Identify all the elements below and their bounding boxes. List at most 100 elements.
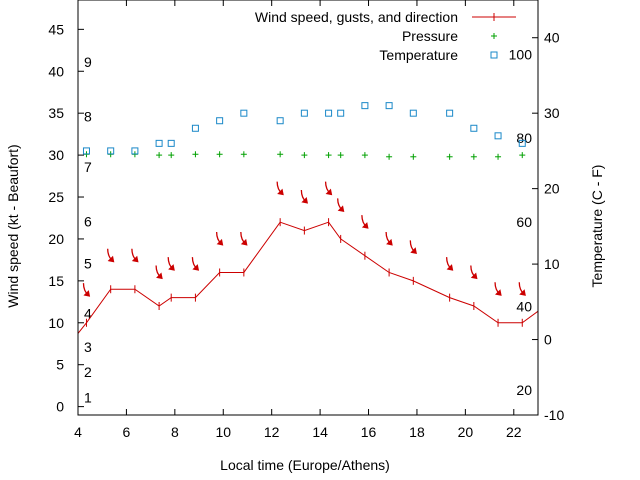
temperature-point — [240, 109, 248, 117]
beaufort-label: 9 — [84, 54, 92, 70]
pressure-point — [495, 153, 502, 160]
x-tick-label: 10 — [215, 424, 231, 440]
wind-direction-arrow — [361, 215, 369, 229]
temperature-point — [300, 109, 308, 117]
beaufort-label: 2 — [84, 364, 92, 380]
wind-direction-arrow — [191, 257, 200, 271]
pressure-point — [325, 152, 332, 159]
legend-label: Pressure — [402, 28, 458, 44]
wind-direction-arrow — [82, 283, 91, 297]
x-axis-title: Local time (Europe/Athens) — [220, 457, 390, 473]
temperature-point — [276, 117, 284, 125]
y-tick-label: 40 — [48, 63, 64, 79]
temperature-point — [155, 139, 163, 147]
beaufort-label: 4 — [84, 306, 92, 322]
temperature-point — [494, 132, 502, 140]
y2-tick-label: 10 — [544, 256, 560, 272]
legend-swatch-marker — [491, 33, 497, 39]
wind-direction-arrow — [445, 257, 454, 271]
legend-label: Temperature — [379, 47, 458, 63]
temperature-point — [470, 124, 478, 132]
y-tick-label: 30 — [48, 147, 64, 163]
y-tick-label: 20 — [48, 231, 64, 247]
y-tick-label: 45 — [48, 21, 64, 37]
x-tick-label: 12 — [264, 424, 280, 440]
temperature-point — [337, 109, 345, 117]
pressure-point — [156, 152, 163, 159]
pressure-point — [361, 152, 368, 159]
y-tick-label: 15 — [48, 273, 64, 289]
fahrenheit-labels: 20 40 60 80 100 — [509, 46, 533, 398]
beaufort-label: 5 — [84, 255, 92, 271]
wind-direction-arrow — [470, 265, 478, 280]
series-layer — [78, 102, 538, 335]
x-tick-label: 16 — [361, 424, 377, 440]
x-tick-label: 8 — [171, 424, 179, 440]
wind-direction-arrow — [215, 231, 224, 246]
y2-tick-label: 20 — [544, 181, 560, 197]
temperature-point — [131, 147, 139, 155]
wind-direction-arrow — [300, 190, 309, 204]
y-axis-title: Wind speed (kt - Beaufort) — [5, 144, 21, 307]
x-tick-label: 18 — [409, 424, 425, 440]
y-tick-label: 10 — [48, 315, 64, 331]
wind-direction-arrow — [131, 248, 139, 263]
y-tick-label: 0 — [56, 399, 64, 415]
y-tick-label: 25 — [48, 189, 64, 205]
x-tick-label: 6 — [123, 424, 131, 440]
wind-direction-arrow — [324, 181, 333, 196]
y2-tick-label: -10 — [544, 407, 564, 423]
temperature-point — [167, 139, 175, 147]
plot-border — [77, 0, 539, 416]
pressure-point — [277, 151, 284, 158]
temperature-point — [446, 109, 454, 117]
temperature-point — [385, 102, 393, 110]
x-tick-label: 4 — [74, 424, 82, 440]
wind-direction-arrow — [518, 282, 526, 296]
fahrenheit-label: 100 — [509, 46, 533, 62]
y-tick-label: 5 — [56, 357, 64, 373]
legend-entry-temp: Temperature — [379, 47, 498, 63]
wind-direction-arrow — [240, 231, 248, 246]
pressure-point — [386, 153, 393, 160]
pressure-point — [470, 153, 477, 160]
pressure-point — [337, 152, 344, 159]
y2-tick-label: 40 — [544, 30, 560, 46]
fahrenheit-label: 20 — [516, 382, 532, 398]
fahrenheit-label: 40 — [516, 298, 532, 314]
temperature-point — [518, 139, 526, 147]
y-tick-label: 35 — [48, 105, 64, 121]
beaufort-label: 3 — [84, 339, 92, 355]
y2-tick-label: 0 — [544, 332, 552, 348]
temperature-point — [107, 147, 115, 155]
wind-direction-arrow — [385, 231, 393, 246]
y2-axis-title: Temperature (C - F) — [589, 165, 605, 288]
temperature-point — [361, 102, 369, 110]
y2-tick-label: 30 — [544, 105, 560, 121]
pressure-point — [446, 153, 453, 160]
beaufort-label: 1 — [84, 389, 92, 405]
pressure-point — [168, 152, 175, 159]
legend-label: Wind speed, gusts, and direction — [255, 9, 458, 25]
beaufort-label: 7 — [84, 159, 92, 175]
x-tick-label: 20 — [458, 424, 474, 440]
fahrenheit-label: 80 — [516, 130, 532, 146]
wind-direction-arrow — [155, 265, 163, 280]
temperature-point — [82, 147, 90, 155]
pressure-point — [192, 151, 199, 158]
pressure-point — [519, 152, 526, 159]
temperature-point — [216, 117, 224, 125]
legend-entry-press: Pressure — [402, 28, 497, 44]
legend-swatch-marker — [490, 51, 498, 59]
fahrenheit-label: 60 — [516, 214, 532, 230]
x-tick-label: 14 — [312, 424, 328, 440]
wind-direction-arrow — [167, 257, 175, 271]
legend: Wind speed, gusts, and direction Pressure… — [255, 9, 516, 63]
wind-direction-arrow — [494, 282, 502, 296]
temperature-point — [191, 124, 199, 132]
wind-direction-arrow — [337, 198, 345, 213]
beaufort-labels: 1 2 3 4 5 6 7 8 9 — [84, 54, 92, 405]
wind-direction-arrow — [107, 248, 115, 263]
wind-direction-arrow — [276, 181, 284, 196]
